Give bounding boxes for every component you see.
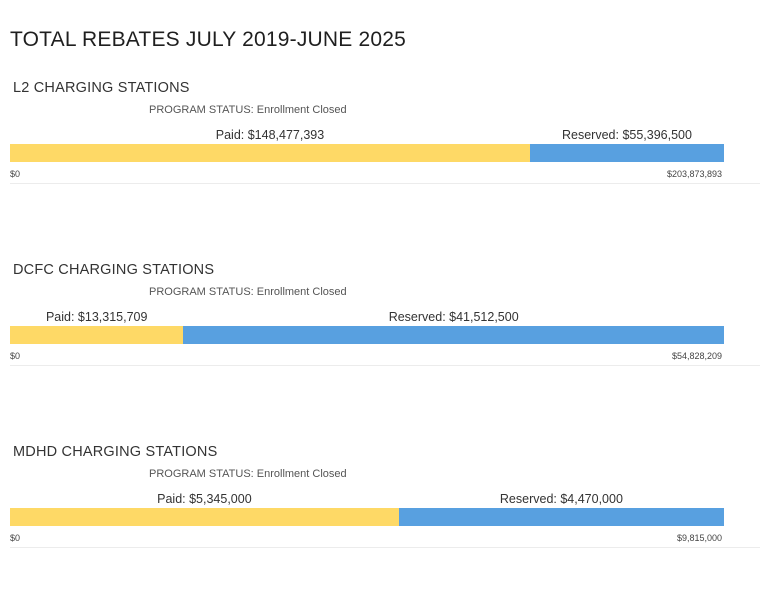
chart-title: DCFC CHARGING STATIONS <box>13 262 215 278</box>
data-label-paid: Paid: $148,477,393 <box>215 128 325 142</box>
chart-section: MDHD CHARGING STATIONS PROGRAM STATUS: En… <box>0 444 768 564</box>
bar-segment-reserved[interactable] <box>183 326 724 344</box>
page-title: TOTAL REBATES JULY 2019-JUNE 2025 <box>10 28 407 51</box>
chart-title: L2 CHARGING STATIONS <box>13 80 190 96</box>
bar-segment-paid[interactable] <box>10 144 530 162</box>
chart-section: DCFC CHARGING STATIONS PROGRAM STATUS: En… <box>0 262 768 382</box>
data-label-paid: Paid: $5,345,000 <box>157 492 252 506</box>
axis-min-label: $0 <box>10 169 21 179</box>
data-label-paid: Paid: $13,315,709 <box>45 310 148 324</box>
axis-line <box>10 183 760 184</box>
axis-max-label: $54,828,209 <box>671 351 722 361</box>
axis-line <box>10 547 760 548</box>
bar-segment-paid[interactable] <box>10 508 399 526</box>
bar-segment-paid[interactable] <box>10 326 184 344</box>
axis-max-label: $9,815,000 <box>676 533 722 543</box>
data-label-reserved: Reserved: $41,512,500 <box>388 310 519 324</box>
axis-min-label: $0 <box>10 351 21 361</box>
bar-segment-reserved[interactable] <box>398 508 724 526</box>
axis-min-label: $0 <box>10 533 21 543</box>
stacked-bar <box>10 508 724 526</box>
program-status: PROGRAM STATUS: Enrollment Closed <box>149 468 347 480</box>
program-status: PROGRAM STATUS: Enrollment Closed <box>149 104 347 116</box>
bar-segment-reserved[interactable] <box>529 144 724 162</box>
program-status: PROGRAM STATUS: Enrollment Closed <box>149 286 347 298</box>
stacked-bar <box>10 144 724 162</box>
data-label-reserved: Reserved: $4,470,000 <box>499 492 623 506</box>
stacked-bar <box>10 326 724 344</box>
data-label-reserved: Reserved: $55,396,500 <box>562 128 692 142</box>
axis-line <box>10 365 760 366</box>
chart-section: L2 CHARGING STATIONS PROGRAM STATUS: Enro… <box>0 80 768 200</box>
axis-max-label: $203,873,893 <box>666 169 722 179</box>
chart-title: MDHD CHARGING STATIONS <box>13 444 218 460</box>
